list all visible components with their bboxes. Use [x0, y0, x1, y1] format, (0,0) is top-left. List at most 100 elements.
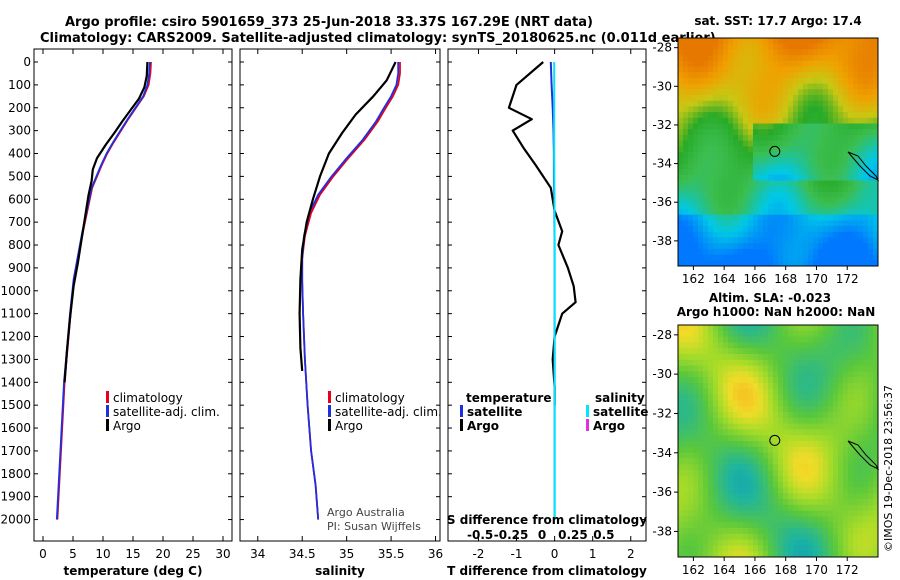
map-cell	[828, 371, 834, 378]
map-cell	[758, 226, 764, 233]
map-cell	[718, 354, 724, 361]
map-cell	[678, 243, 684, 250]
map-cell	[738, 129, 744, 136]
map-cell	[693, 112, 699, 119]
map-cell	[848, 429, 854, 436]
map-cell	[818, 254, 824, 261]
map-cell	[698, 203, 704, 210]
x-tick-label: 35.5	[378, 547, 405, 561]
map-cell	[738, 470, 744, 477]
map-cell	[718, 49, 724, 56]
map-cell	[728, 551, 734, 558]
map-cell	[708, 123, 714, 130]
map-cell	[833, 429, 839, 436]
map-cell	[733, 203, 739, 210]
map-cell	[738, 522, 744, 529]
map-cell	[838, 383, 844, 390]
map-cell	[753, 446, 759, 454]
map-cell	[838, 504, 844, 512]
map-cell	[793, 100, 799, 107]
map-cell	[803, 406, 809, 413]
map-cell	[868, 493, 874, 500]
map-cell	[728, 446, 734, 454]
map-cell	[788, 106, 794, 113]
map-cell	[768, 49, 774, 56]
map-cell	[743, 180, 749, 187]
difference-legend: temperature salinity satellite Argo sate…	[460, 391, 648, 433]
map-cell	[823, 429, 829, 436]
map-cell	[823, 504, 829, 512]
map-cell	[713, 77, 719, 85]
map-cell	[723, 83, 729, 90]
map-cell	[803, 435, 809, 442]
map-cell	[853, 371, 859, 378]
map-cell	[773, 481, 779, 488]
map-cell	[738, 254, 744, 261]
map-cell	[848, 220, 854, 227]
map-cell	[818, 533, 824, 541]
map-cell	[733, 528, 739, 535]
map-cell	[798, 452, 804, 459]
map-cell	[693, 43, 699, 50]
map-cell	[798, 539, 804, 546]
map-cell	[833, 169, 839, 176]
map-cell	[683, 248, 689, 256]
map-cell	[683, 260, 689, 267]
map-cell	[698, 452, 704, 459]
map-cell	[873, 38, 879, 45]
map-cell	[808, 83, 814, 90]
map-cell	[793, 446, 799, 454]
map-cell	[733, 83, 739, 90]
map-cell	[798, 348, 804, 355]
map-cell	[823, 354, 829, 361]
salinity-panel-frame	[239, 48, 441, 542]
map-cell	[823, 388, 829, 396]
map-cell	[783, 231, 789, 238]
map-cell	[723, 551, 729, 558]
map-cell	[803, 446, 809, 454]
map-cell	[873, 388, 879, 396]
map-cell	[683, 186, 689, 193]
map-cell	[763, 383, 769, 390]
map-cell	[758, 412, 764, 419]
map-cell	[798, 243, 804, 250]
map-cell	[858, 336, 864, 343]
map-cell	[728, 533, 734, 541]
map-cell	[803, 243, 809, 250]
map-cell	[848, 226, 854, 233]
map-cell	[788, 157, 794, 164]
map-cell	[773, 487, 779, 494]
map-cell	[718, 475, 724, 483]
map-cell	[703, 55, 709, 62]
y-tick-label: 200	[8, 101, 31, 115]
map-cell	[858, 464, 864, 471]
map-cell	[788, 423, 794, 430]
map-cell	[858, 203, 864, 210]
map-cell	[678, 545, 684, 552]
map-cell	[848, 89, 854, 96]
top-tick-label: 0.25	[558, 528, 588, 542]
map-cell	[703, 394, 709, 401]
map-cell	[698, 197, 704, 204]
map-cell	[758, 95, 764, 102]
map-cell	[823, 446, 829, 454]
map-cell	[728, 487, 734, 494]
map-cell	[688, 134, 694, 142]
map-cell	[783, 55, 789, 62]
map-cell	[713, 429, 719, 436]
map-cell	[838, 260, 844, 267]
map-cell	[783, 487, 789, 494]
map-cell	[753, 60, 759, 67]
map-cell	[873, 510, 879, 517]
map-cell	[853, 481, 859, 488]
series-climatology-line	[301, 62, 401, 520]
map-cell	[768, 60, 774, 67]
map-cell	[808, 134, 814, 142]
map-cell	[848, 400, 854, 407]
map-cell	[783, 412, 789, 419]
map-cell	[848, 169, 854, 176]
map-cell	[843, 400, 849, 407]
map-cell	[803, 412, 809, 419]
map-cell	[848, 231, 854, 238]
map-cell	[768, 470, 774, 477]
